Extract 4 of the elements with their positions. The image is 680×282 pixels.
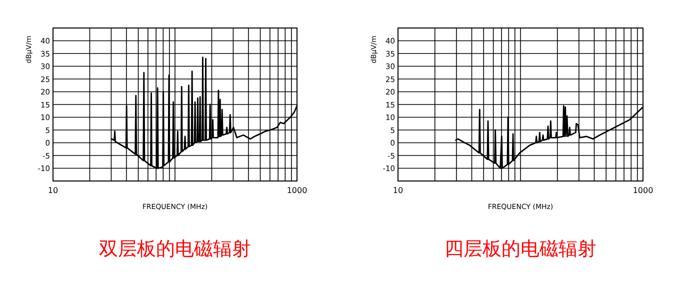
- text: 双层板的电磁辐射: [99, 238, 251, 260]
- text: 四层板的电磁辐射: [444, 238, 596, 260]
- x-tick-label: 1000: [632, 186, 654, 195]
- x-tick-label: 1000: [286, 186, 308, 195]
